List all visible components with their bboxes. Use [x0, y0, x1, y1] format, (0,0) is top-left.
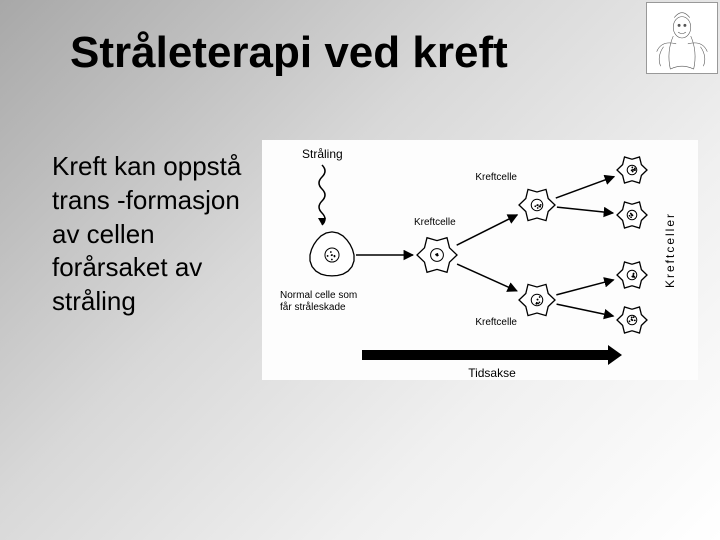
body-paragraph: Kreft kan oppstå trans -formasjon av cel… — [52, 150, 257, 319]
cell-division-diagram: Stråling Normal celle somfår stråleskade K… — [262, 140, 698, 380]
svg-text:Normal celle som: Normal celle som — [280, 290, 357, 301]
page-title: Stråleterapi ved kreft — [70, 28, 508, 78]
svg-text:Stråling: Stråling — [302, 147, 343, 161]
corner-logo — [646, 2, 718, 74]
svg-text:får stråleskade: får stråleskade — [280, 301, 346, 313]
svg-text:Kreftcelle: Kreftcelle — [414, 217, 456, 228]
svg-text:Kreftceller: Kreftceller — [663, 212, 677, 288]
svg-text:Kreftcelle: Kreftcelle — [475, 317, 517, 328]
svg-text:Tidsakse: Tidsakse — [468, 366, 516, 380]
svg-text:Kreftcelle: Kreftcelle — [475, 172, 517, 183]
